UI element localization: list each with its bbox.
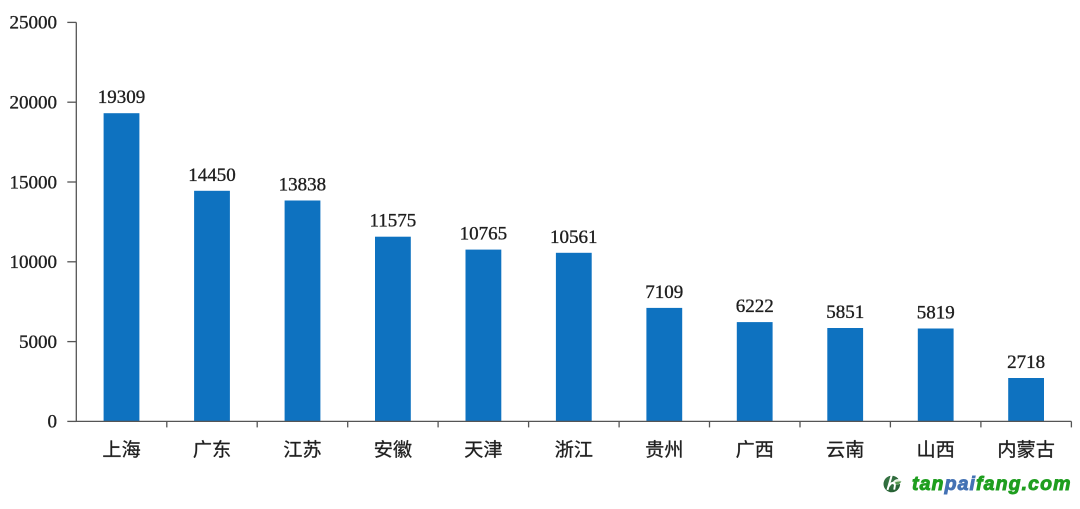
svg-text:10765: 10765 xyxy=(460,224,508,245)
svg-text:10561: 10561 xyxy=(550,227,598,248)
svg-text:25000: 25000 xyxy=(10,13,58,34)
svg-text:2718: 2718 xyxy=(1007,352,1045,373)
svg-text:0: 0 xyxy=(48,412,58,433)
svg-text:14450: 14450 xyxy=(188,165,236,186)
svg-text:6222: 6222 xyxy=(736,296,774,317)
svg-text:11575: 11575 xyxy=(370,211,417,232)
svg-text:13838: 13838 xyxy=(279,175,327,196)
svg-text:5000: 5000 xyxy=(19,332,57,353)
svg-text:15000: 15000 xyxy=(10,172,58,193)
svg-text:7109: 7109 xyxy=(645,282,683,303)
svg-text:20000: 20000 xyxy=(10,93,58,114)
svg-text:tanpaifang.com: tanpaifang.com xyxy=(912,473,1072,495)
svg-text:19309: 19309 xyxy=(98,87,146,108)
svg-text:5819: 5819 xyxy=(917,303,955,324)
svg-text:10000: 10000 xyxy=(10,252,58,273)
svg-text:5851: 5851 xyxy=(826,302,864,323)
